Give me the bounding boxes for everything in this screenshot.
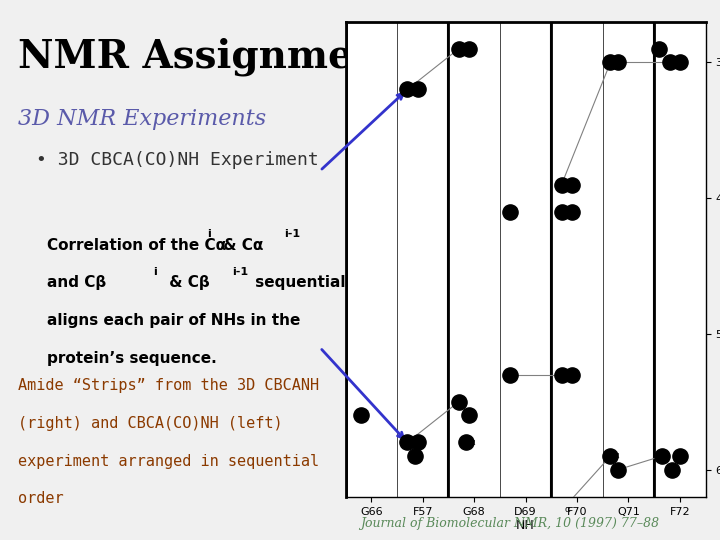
Point	[505, 207, 516, 216]
Text: • 3D CBCA(CO)NH Experiment: • 3D CBCA(CO)NH Experiment	[36, 151, 319, 169]
Point	[556, 180, 567, 189]
Point	[463, 44, 474, 53]
Text: α: α	[613, 451, 618, 460]
Text: β: β	[672, 57, 678, 66]
Text: NMR Assignments: NMR Assignments	[18, 38, 420, 76]
Point	[566, 506, 577, 515]
Text: α: α	[513, 370, 518, 379]
Text: Journal of Biomolecular NMR, 10 (1997) 77–88: Journal of Biomolecular NMR, 10 (1997) 7…	[360, 516, 659, 530]
Text: i-1: i-1	[232, 267, 248, 278]
Point	[556, 207, 567, 216]
Text: β: β	[564, 180, 570, 188]
Point	[556, 370, 567, 379]
Text: β: β	[462, 44, 467, 53]
Text: aligns each pair of NHs in the: aligns each pair of NHs in the	[47, 313, 300, 328]
X-axis label: NH: NH	[516, 519, 535, 532]
Text: α: α	[564, 505, 570, 515]
Point	[510, 506, 521, 515]
Text: α: α	[469, 437, 474, 447]
Text: i: i	[207, 230, 211, 240]
Point	[566, 370, 577, 379]
Point	[412, 85, 423, 94]
Point	[556, 506, 567, 515]
Point	[674, 58, 685, 66]
Point	[674, 452, 685, 461]
Text: α: α	[462, 397, 467, 406]
Text: α: α	[410, 437, 415, 447]
Text: & Cα: & Cα	[217, 238, 264, 253]
Text: β: β	[513, 207, 518, 216]
Point	[453, 44, 464, 53]
Point	[664, 58, 675, 66]
Text: experiment arranged in sequential: experiment arranged in sequential	[18, 454, 319, 469]
Text: and Cβ: and Cβ	[47, 275, 106, 291]
Text: & Cβ: & Cβ	[164, 275, 210, 291]
Text: Amide “Strips” from the 3D CBCANH: Amide “Strips” from the 3D CBCANH	[18, 378, 319, 393]
Point	[409, 452, 420, 461]
Point	[402, 85, 413, 94]
Point	[566, 180, 577, 189]
Text: i-1: i-1	[284, 230, 300, 240]
Text: δ: δ	[364, 410, 369, 420]
Point	[667, 465, 678, 474]
Text: α: α	[564, 370, 570, 379]
Point	[461, 438, 472, 447]
Point	[605, 58, 616, 66]
Point	[613, 58, 624, 66]
Point	[613, 465, 624, 474]
Point	[656, 452, 667, 461]
Point	[505, 370, 516, 379]
Text: order: order	[18, 491, 63, 507]
Point	[402, 438, 413, 447]
Point	[453, 397, 464, 406]
Text: protein’s sequence.: protein’s sequence.	[47, 351, 217, 366]
Text: 3D NMR Experiments: 3D NMR Experiments	[18, 108, 266, 130]
Text: β: β	[613, 57, 618, 66]
Point	[605, 452, 616, 461]
Point	[463, 411, 474, 420]
Text: (right) and CBCA(CO)NH (left): (right) and CBCA(CO)NH (left)	[18, 416, 283, 431]
Text: Correlation of the Cα: Correlation of the Cα	[47, 238, 226, 253]
Point	[566, 207, 577, 216]
Text: α: α	[665, 451, 670, 460]
Text: i: i	[153, 267, 157, 278]
Text: sequentially: sequentially	[251, 275, 361, 291]
Point	[654, 44, 665, 53]
Point	[355, 411, 366, 420]
Point	[412, 438, 423, 447]
Text: β: β	[410, 85, 415, 93]
